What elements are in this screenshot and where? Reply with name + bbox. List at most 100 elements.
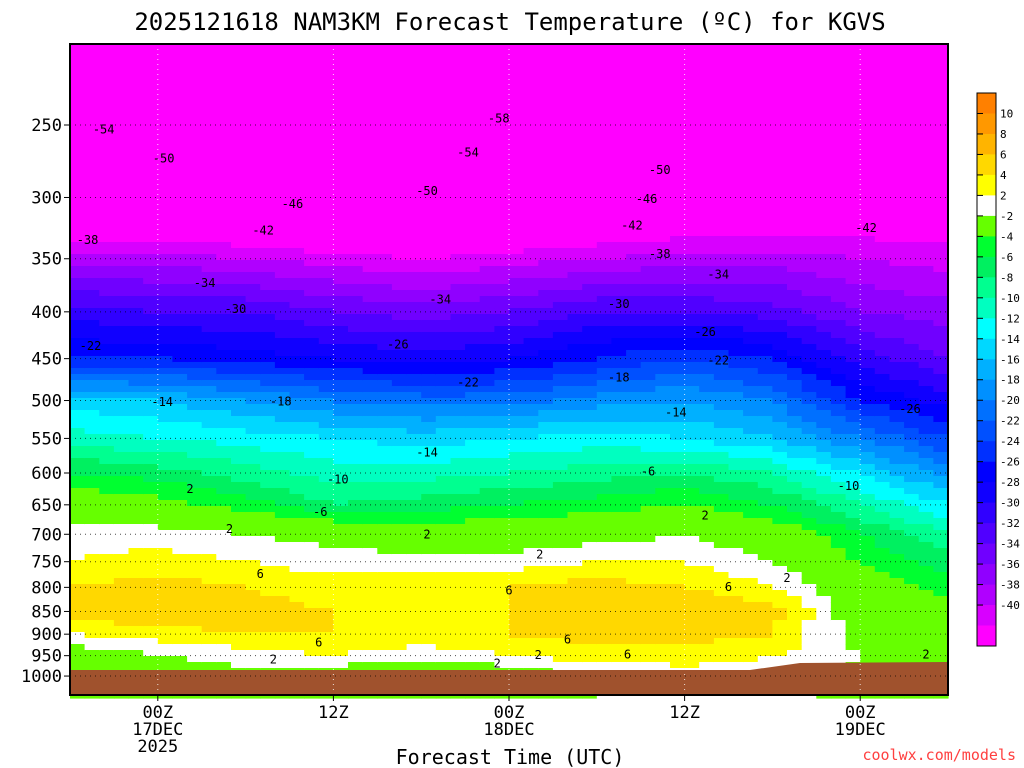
heatmap-cell xyxy=(684,524,700,531)
heatmap-cell xyxy=(391,248,408,255)
heatmap-cell xyxy=(172,356,188,363)
heatmap-cell xyxy=(318,260,334,267)
heatmap-cell xyxy=(494,152,510,159)
heatmap-cell xyxy=(99,590,115,597)
heatmap-cell xyxy=(406,140,422,147)
heatmap-cell xyxy=(699,296,715,303)
heatmap-cell xyxy=(655,368,671,375)
heatmap-cell xyxy=(143,422,159,429)
heatmap-cell xyxy=(684,188,700,195)
heatmap-cell xyxy=(99,626,115,633)
heatmap-cell xyxy=(172,302,188,309)
heatmap-cell xyxy=(406,356,422,363)
heatmap-cell xyxy=(699,182,715,189)
heatmap-cell xyxy=(552,644,569,651)
heatmap-cell xyxy=(99,656,115,663)
heatmap-cell xyxy=(201,452,217,459)
heatmap-cell xyxy=(406,74,422,81)
heatmap-cell xyxy=(494,554,510,561)
heatmap-cell xyxy=(245,560,261,567)
heatmap-cell xyxy=(113,62,130,69)
heatmap-cell xyxy=(143,98,159,105)
heatmap-cell xyxy=(435,224,451,231)
heatmap-cell xyxy=(406,326,422,333)
heatmap-cell xyxy=(70,632,86,639)
heatmap-cell xyxy=(333,56,349,63)
heatmap-cell xyxy=(216,320,232,327)
heatmap-cell xyxy=(538,206,554,213)
heatmap-cell xyxy=(406,440,422,447)
heatmap-cell xyxy=(421,656,437,663)
heatmap-cell xyxy=(523,608,539,615)
heatmap-cell xyxy=(494,386,510,393)
heatmap-cell xyxy=(596,104,612,111)
heatmap-cell xyxy=(465,644,481,651)
heatmap-cell xyxy=(684,290,700,297)
heatmap-cell xyxy=(435,602,451,609)
heatmap-cell xyxy=(626,536,642,543)
heatmap-cell xyxy=(523,338,539,345)
heatmap-cell xyxy=(84,278,100,285)
heatmap-cell xyxy=(231,362,247,369)
heatmap-cell xyxy=(377,560,393,567)
heatmap-cell xyxy=(201,590,217,597)
heatmap-cell xyxy=(699,536,715,543)
heatmap-cell xyxy=(421,638,437,645)
heatmap-cell xyxy=(391,332,408,339)
heatmap-cell xyxy=(713,98,730,105)
heatmap-cell xyxy=(465,224,481,231)
heatmap-cell xyxy=(509,476,525,483)
heatmap-cell xyxy=(640,206,656,213)
heatmap-cell xyxy=(391,512,408,519)
heatmap-cell xyxy=(611,380,627,387)
heatmap-cell xyxy=(187,176,203,183)
heatmap-cell xyxy=(128,266,144,273)
heatmap-cell xyxy=(552,236,569,243)
heatmap-cell xyxy=(509,572,525,579)
heatmap-cell xyxy=(596,548,612,555)
heatmap-cell xyxy=(670,650,686,657)
heatmap-cell xyxy=(465,164,481,171)
heatmap-cell xyxy=(728,524,744,531)
heatmap-cell xyxy=(626,470,642,477)
heatmap-cell xyxy=(187,554,203,561)
heatmap-cell xyxy=(377,566,393,573)
heatmap-cell xyxy=(318,506,334,513)
heatmap-cell xyxy=(216,434,232,441)
heatmap-cell xyxy=(318,74,334,81)
heatmap-cell xyxy=(713,380,730,387)
heatmap-cell xyxy=(523,530,539,537)
heatmap-cell xyxy=(304,212,320,219)
heatmap-cell xyxy=(435,194,451,201)
heatmap-cell xyxy=(494,134,510,141)
heatmap-cell xyxy=(391,404,408,411)
heatmap-cell xyxy=(670,572,686,579)
heatmap-cell xyxy=(728,170,744,177)
heatmap-cell xyxy=(538,332,554,339)
heatmap-cell xyxy=(406,290,422,297)
heatmap-cell xyxy=(465,302,481,309)
heatmap-cell xyxy=(187,362,203,369)
heatmap-cell xyxy=(626,110,642,117)
heatmap-cell xyxy=(318,68,334,75)
heatmap-cell xyxy=(699,350,715,357)
heatmap-cell xyxy=(494,170,510,177)
heatmap-cell xyxy=(450,638,466,645)
heatmap-cell xyxy=(509,314,525,321)
heatmap-cell xyxy=(450,380,466,387)
heatmap-cell xyxy=(128,218,144,225)
heatmap-cell xyxy=(289,200,305,207)
heatmap-cell xyxy=(611,542,627,549)
heatmap-cell xyxy=(348,518,364,525)
heatmap-cell xyxy=(289,572,305,579)
heatmap-cell xyxy=(640,662,656,669)
heatmap-cell xyxy=(640,152,656,159)
heatmap-cell xyxy=(348,416,364,423)
heatmap-cell xyxy=(128,524,144,531)
heatmap-cell xyxy=(70,338,86,345)
heatmap-cell xyxy=(611,236,627,243)
heatmap-cell xyxy=(640,176,656,183)
heatmap-cell xyxy=(245,476,261,483)
heatmap-cell xyxy=(348,296,364,303)
heatmap-cell xyxy=(552,422,569,429)
